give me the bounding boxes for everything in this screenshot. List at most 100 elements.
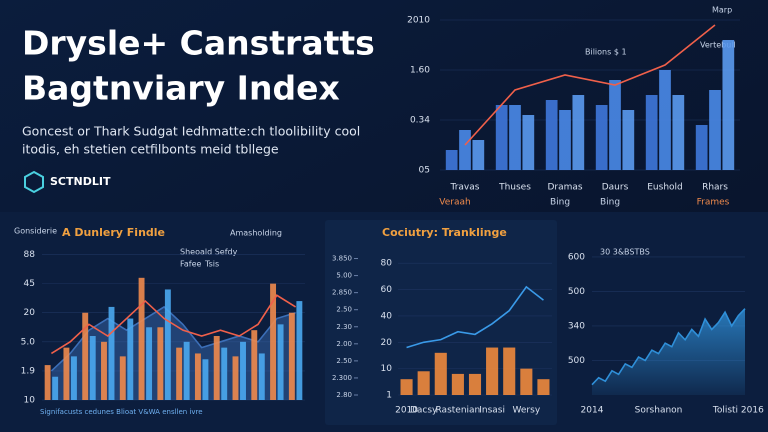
- x-tick-label: Eushold: [647, 183, 683, 193]
- x-tick-label: Rastenian: [436, 406, 481, 416]
- chart-title: A Dunlery Findle: [62, 226, 165, 239]
- bar: [722, 40, 735, 170]
- bar: [417, 371, 430, 395]
- y-tick-label: 340: [568, 321, 585, 331]
- caption: Signifacusts cedunes Blioat V&WA ensllen…: [40, 408, 203, 416]
- bar: [495, 105, 508, 170]
- y2-tick-label: 3.850: [332, 255, 352, 263]
- bar: [258, 353, 265, 400]
- y2-tick-label: 2.50: [336, 357, 352, 365]
- y-tick-label: 45: [24, 279, 35, 289]
- bar: [44, 365, 51, 400]
- bar: [194, 353, 201, 400]
- annotation: Fafee: [180, 260, 202, 269]
- bar: [288, 312, 295, 400]
- panel: [325, 220, 557, 425]
- subtitle: itodis, eh stetien cetfilbonts meid tbll…: [22, 142, 279, 157]
- x-tick-label: Dramas: [547, 183, 582, 193]
- y2-tick-label: 2.30: [336, 323, 352, 331]
- y-tick-label: 20: [381, 338, 393, 348]
- x-tick-label: Wersy: [513, 406, 541, 416]
- bar: [520, 368, 533, 395]
- x-tick-label: Thuses: [498, 183, 531, 193]
- y-tick-label: 20: [24, 308, 36, 318]
- bar: [277, 324, 284, 400]
- bar: [472, 140, 485, 170]
- bar: [459, 130, 471, 170]
- bar: [400, 379, 413, 395]
- x-sublabel: Veraah: [439, 198, 470, 208]
- x-sublabel: Bing: [600, 198, 620, 208]
- bar: [451, 373, 464, 395]
- bar: [709, 90, 721, 170]
- bar: [240, 341, 246, 400]
- chart-title: Cociutry: Tranklinge: [382, 226, 507, 239]
- bar: [232, 356, 239, 400]
- annotation: Amasholding: [230, 229, 282, 238]
- bar: [138, 277, 145, 400]
- bar: [595, 105, 608, 170]
- bar: [221, 347, 228, 400]
- y-tick-label: 1.9: [21, 366, 36, 376]
- line: [591, 308, 746, 386]
- bar: [70, 356, 77, 400]
- bar: [645, 95, 658, 170]
- y-tick-label: 88: [24, 250, 36, 260]
- y-tick-label: 500: [568, 356, 585, 366]
- x-tick-label: 2014: [581, 406, 604, 416]
- bar: [522, 115, 535, 170]
- bar: [183, 341, 190, 400]
- logo: [24, 170, 44, 194]
- y-tick-label: 10: [24, 396, 36, 406]
- annotation: Tsis: [204, 260, 219, 269]
- title: Drysle+ Canstratts: [22, 24, 375, 63]
- x-tick-label: Rhars: [702, 183, 728, 193]
- y-tick-label: 1.60: [410, 66, 430, 76]
- bar: [503, 347, 516, 395]
- bar: [176, 347, 183, 400]
- bar: [468, 373, 482, 395]
- y-tick-label: 1: [386, 391, 392, 401]
- y-tick-label: 500: [568, 287, 585, 297]
- y-tick-label: 2010: [407, 16, 430, 26]
- y-tick-label: 600: [568, 252, 585, 262]
- bar: [270, 283, 277, 400]
- x-tick-label: 2010: [395, 406, 418, 416]
- bar: [119, 356, 126, 400]
- y-tick-label: 40: [381, 311, 393, 321]
- y2-tick-label: 2.50: [336, 306, 352, 314]
- y-tick-label: 60: [381, 285, 393, 295]
- line: [50, 294, 297, 355]
- annotation: 30 3&BSTBS: [600, 248, 650, 257]
- x-sublabel: Bing: [550, 198, 570, 208]
- annotation: Marp: [712, 6, 732, 15]
- bar: [609, 80, 621, 170]
- line: [406, 285, 544, 349]
- annotation: Sheoald Sefdy: [180, 248, 238, 257]
- y2-tick-label: 2.80: [336, 391, 352, 399]
- x-tick-label: Insasi: [479, 406, 505, 416]
- bar: [296, 301, 303, 400]
- annotation: Gonsiderie: [14, 227, 57, 236]
- bar: [63, 347, 70, 400]
- x-tick-label: Tolisti 2016: [712, 406, 764, 416]
- bar: [82, 312, 89, 400]
- bar: [509, 105, 521, 170]
- y2-tick-label: 2.300: [332, 374, 352, 382]
- x-tick-label: Daurs: [602, 183, 629, 193]
- line: [464, 24, 716, 146]
- area: [592, 308, 745, 395]
- y2-tick-label: 5.00: [336, 272, 352, 280]
- bar: [572, 95, 585, 170]
- bar: [251, 330, 258, 400]
- x-sublabel: Frames: [697, 198, 730, 208]
- bar: [486, 347, 499, 395]
- y-tick-label: 0.34: [410, 116, 430, 126]
- bar: [213, 336, 220, 400]
- bar: [537, 379, 550, 395]
- bar: [559, 110, 571, 170]
- bar: [52, 376, 59, 400]
- x-tick-label: Sorshanon: [635, 406, 683, 416]
- bar: [672, 95, 685, 170]
